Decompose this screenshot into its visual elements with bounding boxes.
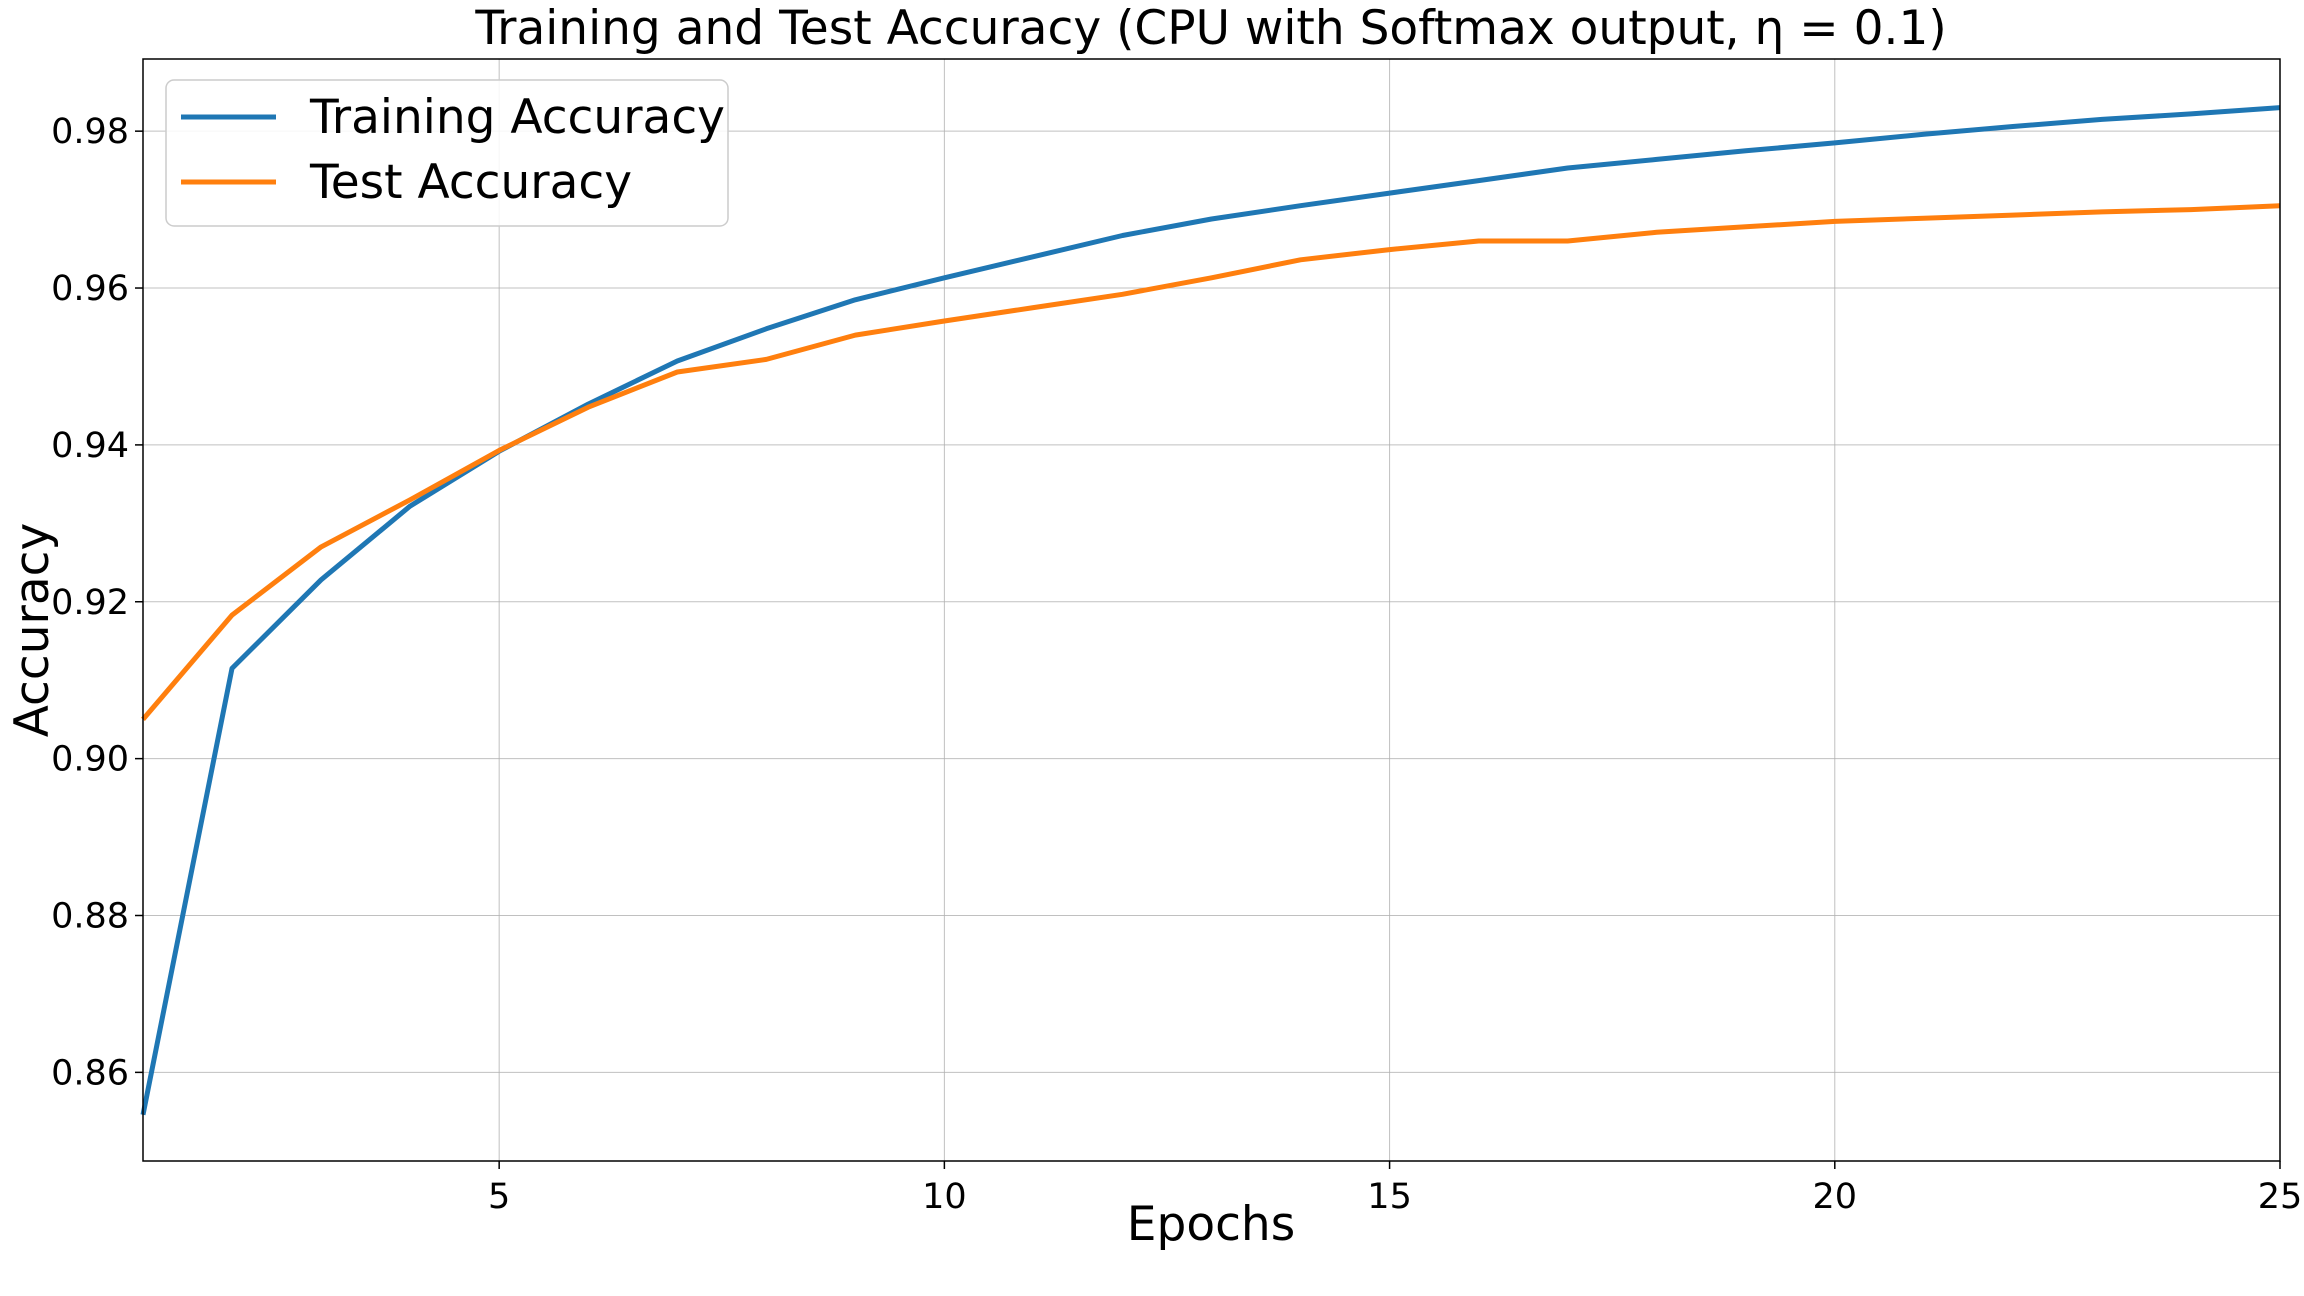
y-tick-label: 0.92 xyxy=(51,583,129,623)
legend-label-test: Test Accuracy xyxy=(309,155,632,210)
x-tick-label: 10 xyxy=(922,1177,967,1217)
x-tick-label: 5 xyxy=(488,1177,510,1217)
x-axis-label: Epochs xyxy=(1127,1197,1295,1252)
y-tick-label: 0.96 xyxy=(51,269,129,309)
y-tick-label: 0.86 xyxy=(51,1053,129,1093)
x-tick-label: 25 xyxy=(2258,1177,2303,1217)
series-lines xyxy=(140,105,2281,1116)
y-tick-label: 0.94 xyxy=(51,426,129,466)
x-axis-ticks: 5 10 15 20 25 xyxy=(488,1161,2302,1217)
test-accuracy-line xyxy=(141,203,2281,722)
grid-lines xyxy=(143,59,2281,1161)
y-tick-label: 0.90 xyxy=(51,740,129,780)
y-axis-ticks: 0.86 0.88 0.90 0.92 0.94 0.96 0.98 xyxy=(51,112,143,1093)
legend: Training Accuracy Test Accuracy xyxy=(165,79,729,227)
y-axis-label: Accuracy xyxy=(5,523,60,738)
plot-frame xyxy=(142,58,2281,1162)
chart-title: Training and Test Accuracy (CPU with Sof… xyxy=(474,1,1946,56)
legend-label-training: Training Accuracy xyxy=(309,90,725,145)
legend-box xyxy=(165,79,729,227)
y-tick-label: 0.98 xyxy=(51,112,129,152)
y-tick-label: 0.88 xyxy=(51,897,129,937)
x-tick-label: 15 xyxy=(1367,1177,1412,1217)
x-tick-label: 20 xyxy=(1813,1177,1858,1217)
